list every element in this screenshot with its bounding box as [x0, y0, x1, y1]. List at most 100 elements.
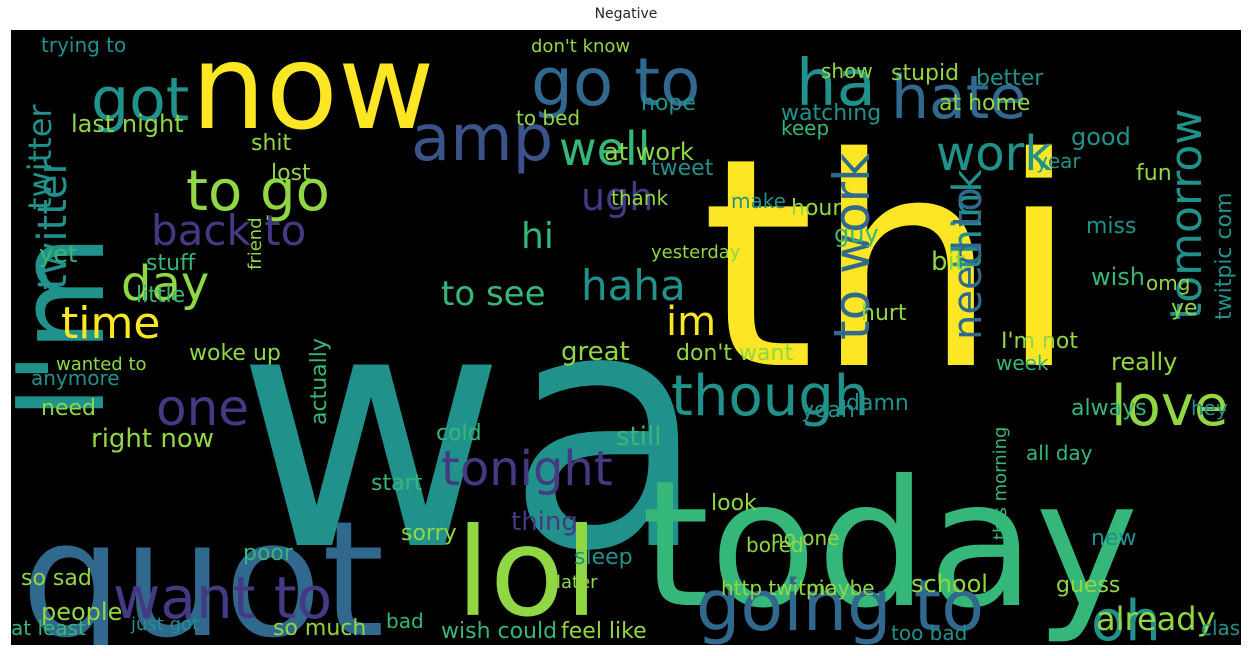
word-day: day — [121, 256, 209, 312]
word-little: little — [136, 283, 185, 308]
word-amp: amp — [411, 102, 553, 176]
word-bad: bad — [386, 609, 424, 633]
word-wish: wish — [1091, 263, 1145, 291]
word-so-sad: so sad — [21, 566, 92, 591]
word-so-much: so much — [273, 616, 366, 641]
word-think: think — [945, 169, 991, 271]
word-at-least: at least — [11, 616, 86, 640]
word-class: class — [1201, 616, 1241, 640]
word-hate: hate — [891, 63, 1026, 133]
word-to-go: to go — [186, 159, 330, 224]
word-always: always — [1071, 396, 1147, 421]
word-love: love — [1111, 374, 1228, 439]
word-thank: thank — [611, 186, 668, 210]
word-got: got — [91, 65, 189, 135]
word-yeah: yeah — [801, 398, 855, 423]
word-guess: guess — [1056, 573, 1120, 598]
word-make: make — [731, 189, 786, 213]
word-right-now: right now — [91, 424, 214, 454]
word-to-see: to see — [441, 274, 546, 314]
word-miss: miss — [1086, 214, 1136, 239]
word-back-to: back to — [151, 206, 306, 255]
word-hurt: hurt — [861, 301, 907, 326]
word-bored: bored — [746, 533, 804, 557]
word-yesterday: yesterday — [651, 242, 741, 263]
word-this-morning: this morning — [990, 427, 1011, 540]
word-show: show — [821, 59, 873, 83]
word-haha: haha — [581, 261, 686, 310]
word-don-t-know: don't know — [531, 36, 630, 57]
word-need: need — [41, 396, 96, 421]
word-time: time — [61, 298, 160, 349]
word-trying-to: trying to — [41, 33, 126, 57]
word-guy: guy — [834, 220, 879, 248]
word-already: already — [1096, 600, 1216, 638]
word-thing: thing — [511, 507, 578, 537]
word-well: well — [559, 122, 650, 176]
word-wish-could: wish could — [441, 619, 557, 644]
word-one: one — [156, 379, 249, 437]
word-tomorrow: tomorrow — [1161, 109, 1212, 320]
word-year: year — [1036, 149, 1081, 173]
word-damn: damn — [846, 391, 909, 416]
word-i-m: I'm — [11, 235, 132, 420]
word-start: start — [371, 471, 423, 496]
word-tonight: tonight — [441, 441, 613, 497]
word-wa: wa — [236, 239, 708, 623]
word-wanted-to: wanted to — [56, 354, 147, 375]
word-omg: omg — [1146, 271, 1190, 295]
word-look: look — [711, 491, 757, 516]
word-still: still — [616, 422, 661, 452]
word-bit: bit — [931, 247, 965, 277]
word-stupid: stupid — [891, 61, 959, 86]
word-now: now — [191, 30, 435, 156]
word-anymore: anymore — [31, 366, 120, 390]
word-new: new — [1091, 526, 1136, 551]
word-twitter: twitter — [21, 104, 59, 210]
word-yet: yet — [39, 240, 77, 268]
word-poor: poor — [243, 541, 294, 566]
word-oh: oh — [1091, 589, 1161, 645]
word-woke-up: woke up — [189, 341, 281, 366]
word-lost: lost — [271, 161, 311, 186]
word-thi: thi — [701, 97, 1079, 434]
word-sleep: sleep — [574, 545, 633, 570]
word-better: better — [976, 66, 1044, 91]
word-shit: shit — [251, 131, 292, 156]
word-going-to: going to — [696, 565, 984, 645]
word-tweet: tweet — [651, 156, 714, 181]
word-http-twitpic: http twitpic — [721, 576, 835, 600]
word-last-night: last night — [71, 110, 184, 138]
word-hi: hi — [521, 216, 554, 257]
plot-title: Negative — [594, 6, 658, 22]
word-at-work: at work — [604, 138, 694, 166]
word-all-day: all day — [1026, 441, 1093, 465]
word-twitter: twitter — [30, 158, 76, 290]
word-too-bad: too bad — [891, 621, 967, 645]
word-im: im — [666, 299, 716, 345]
word-just-got: just got — [130, 614, 199, 635]
word-hope: hope — [641, 91, 696, 116]
word-want-to: want to — [113, 564, 332, 632]
word-school: school — [911, 570, 988, 598]
word-quot: quot — [21, 486, 385, 645]
word-hour: hour — [791, 196, 842, 221]
word-watching: watching — [781, 101, 881, 126]
word-today: today — [641, 444, 1139, 645]
word-later: later — [556, 572, 598, 593]
word-work: work — [936, 126, 1052, 182]
word-maybe: maybe — [806, 576, 875, 600]
word-week: week — [996, 351, 1049, 375]
word-stuff: stuff — [146, 251, 196, 276]
word-lol: lol — [456, 502, 598, 644]
word-go-to: go to — [531, 44, 701, 121]
word-ha: ha — [796, 47, 876, 121]
word-to-work: to work — [823, 153, 881, 340]
word-great: great — [561, 337, 630, 367]
word-fun: fun — [1136, 161, 1172, 186]
word-people: people — [41, 598, 122, 626]
word-at-home: at home — [939, 91, 1030, 116]
word-no-one: no one — [771, 526, 840, 550]
